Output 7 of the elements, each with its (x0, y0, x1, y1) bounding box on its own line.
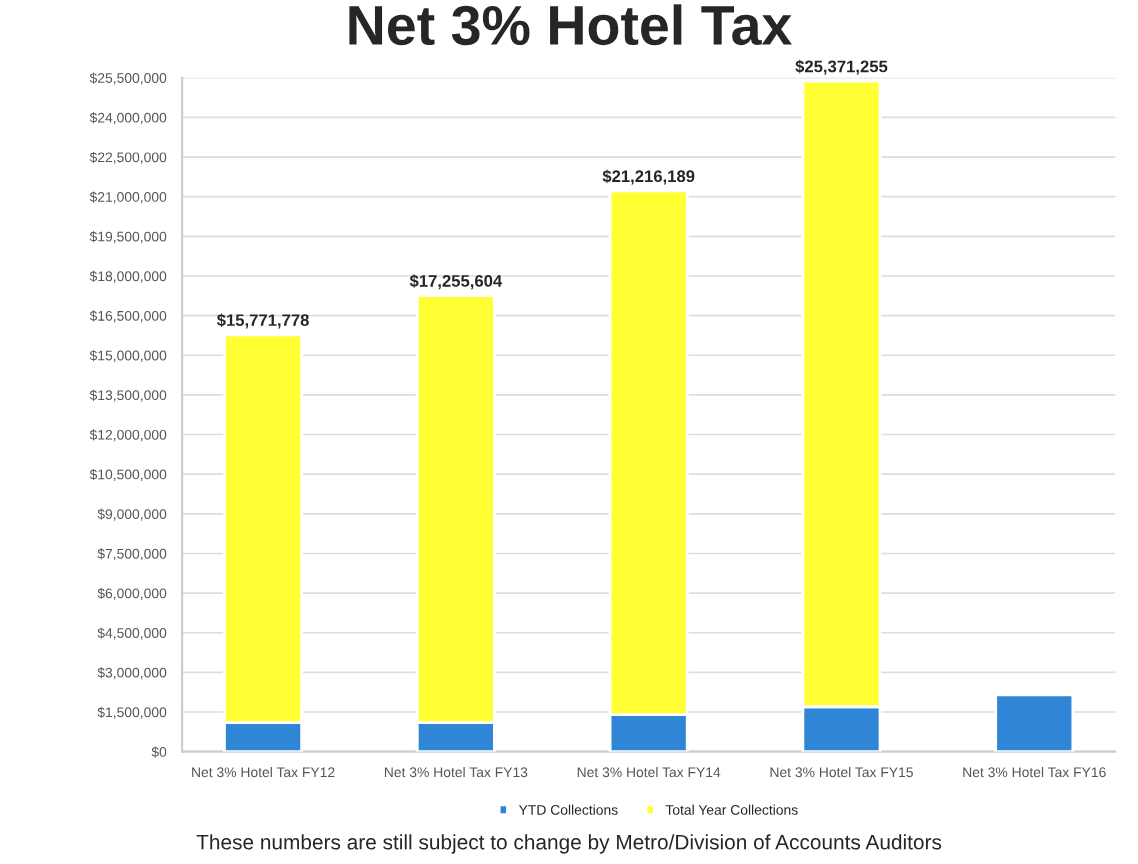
total-label: $17,255,604 (409, 274, 503, 290)
bar (994, 693, 1075, 752)
chart-title: Net 3% Hotel Tax (349, 4, 792, 46)
total-label: $21,216,189 (602, 169, 695, 185)
total-label: $15,771,778 (216, 313, 309, 329)
total-label: $25,371,255 (795, 59, 888, 75)
text: These numbers are still subject to change by Metro/Division of Accounts Auditors (196, 834, 942, 854)
